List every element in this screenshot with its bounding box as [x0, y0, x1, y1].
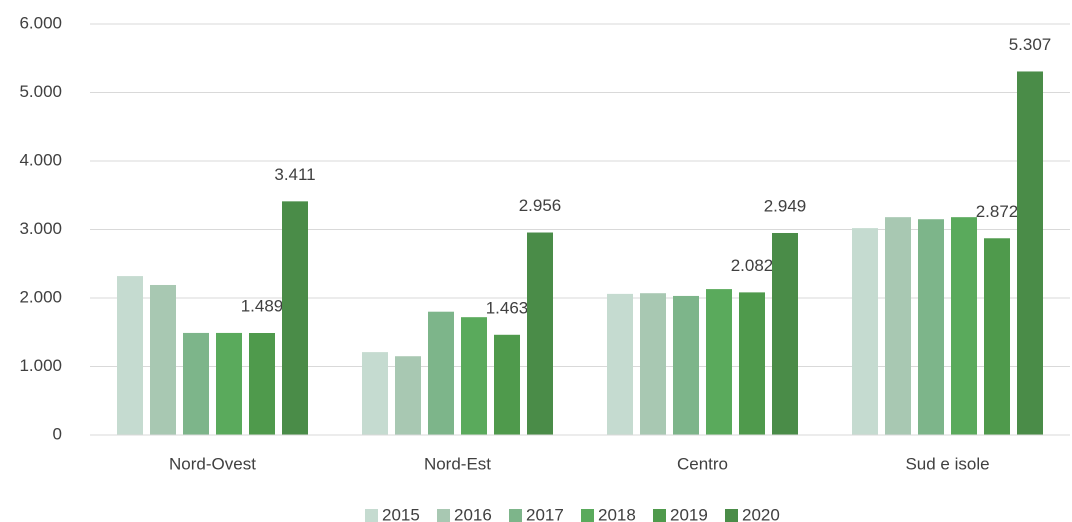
bar [249, 333, 275, 435]
bar [739, 292, 765, 435]
data-label: 5.307 [1009, 35, 1052, 54]
x-tick-label: Centro [677, 454, 728, 473]
bar [117, 276, 143, 435]
bar [918, 219, 944, 435]
data-label: 1.489 [241, 296, 284, 315]
bar [494, 334, 520, 435]
bar [772, 232, 798, 435]
legend-swatch [365, 509, 378, 522]
bar [395, 356, 421, 435]
bar [1017, 71, 1043, 436]
y-tick-label: 5.000 [19, 82, 62, 101]
bar [984, 238, 1010, 435]
data-label: 2.956 [519, 196, 562, 215]
bar [216, 332, 242, 435]
bar [673, 295, 699, 435]
y-tick-label: 4.000 [19, 150, 62, 169]
legend-label: 2016 [454, 505, 492, 522]
bar [183, 332, 209, 435]
legend-swatch [509, 509, 522, 522]
x-tick-label: Nord-Est [424, 454, 491, 473]
bar [706, 289, 732, 435]
legend-swatch [581, 509, 594, 522]
bar [951, 217, 977, 435]
x-tick-label: Sud e isole [905, 454, 989, 473]
data-label: 2.872 [976, 202, 1019, 221]
y-tick-label: 6.000 [19, 13, 62, 32]
bar [282, 201, 308, 435]
x-tick-label: Nord-Ovest [169, 454, 256, 473]
bar [852, 228, 878, 435]
data-label: 1.463 [486, 298, 529, 317]
bar [607, 293, 633, 435]
bar [362, 352, 388, 435]
data-label: 2.949 [764, 196, 807, 215]
legend-swatch [653, 509, 666, 522]
data-label: 3.411 [274, 165, 315, 184]
legend-swatch [725, 509, 738, 522]
bar [885, 217, 911, 435]
legend-label: 2019 [670, 505, 708, 522]
data-label: 2.082 [731, 256, 774, 275]
y-tick-label: 1.000 [19, 356, 62, 375]
legend-label: 2015 [382, 505, 420, 522]
legend-label: 2020 [742, 505, 780, 522]
y-tick-label: 3.000 [19, 219, 62, 238]
y-tick-label: 0 [53, 424, 62, 443]
legend-label: 2017 [526, 505, 564, 522]
bar [527, 232, 553, 435]
bar [640, 293, 666, 435]
legend-label: 2018 [598, 505, 636, 522]
bar [428, 311, 454, 435]
legend-swatch [437, 509, 450, 522]
bar [150, 284, 176, 435]
bar [461, 317, 487, 435]
y-tick-label: 2.000 [19, 287, 62, 306]
